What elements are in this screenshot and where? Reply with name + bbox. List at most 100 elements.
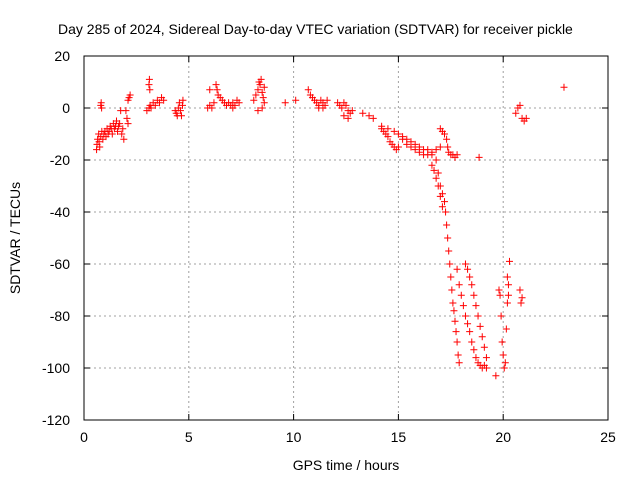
data-point xyxy=(114,127,122,135)
data-point xyxy=(449,299,457,307)
data-point xyxy=(432,156,440,164)
data-point xyxy=(430,166,438,174)
data-point xyxy=(378,122,386,130)
data-point xyxy=(432,174,440,182)
data-point xyxy=(470,291,478,299)
data-point xyxy=(451,317,459,325)
data-point xyxy=(415,148,423,156)
data-point xyxy=(384,125,392,133)
data-point xyxy=(468,338,476,346)
data-point xyxy=(281,99,289,107)
data-points xyxy=(93,75,568,380)
data-point xyxy=(145,75,153,83)
data-point xyxy=(229,104,237,112)
data-point xyxy=(210,99,218,107)
data-point xyxy=(560,83,568,91)
y-tick-label: -60 xyxy=(50,256,70,272)
data-point xyxy=(365,112,373,120)
data-point xyxy=(208,104,216,112)
data-point xyxy=(457,291,465,299)
data-point xyxy=(482,354,490,362)
data-point xyxy=(464,265,472,273)
data-point xyxy=(323,96,331,104)
data-point xyxy=(434,182,442,190)
data-point xyxy=(254,86,262,94)
data-point xyxy=(177,112,185,120)
data-point xyxy=(436,192,444,200)
data-point xyxy=(476,322,484,330)
data-point xyxy=(516,101,524,109)
data-point xyxy=(344,114,352,122)
data-point xyxy=(472,354,480,362)
data-point xyxy=(450,307,458,315)
data-point xyxy=(348,107,356,115)
data-point xyxy=(503,273,511,281)
data-point xyxy=(438,203,446,211)
data-point xyxy=(340,112,348,120)
data-point xyxy=(497,312,505,320)
data-point xyxy=(501,359,509,367)
data-point xyxy=(444,234,452,242)
data-point xyxy=(498,338,506,346)
y-tick-label: 20 xyxy=(54,48,70,64)
x-tick-label: 20 xyxy=(495,429,511,445)
data-point xyxy=(502,325,510,333)
data-point xyxy=(453,151,461,159)
data-point xyxy=(444,143,452,151)
data-point xyxy=(119,125,127,133)
data-point xyxy=(428,151,436,159)
data-point xyxy=(260,83,268,91)
data-point xyxy=(472,302,480,310)
data-point xyxy=(445,247,453,255)
data-point xyxy=(424,146,432,154)
data-point xyxy=(256,81,264,89)
data-point xyxy=(480,343,488,351)
data-point xyxy=(495,286,503,294)
data-point xyxy=(441,198,449,206)
data-point xyxy=(403,140,411,148)
data-point xyxy=(504,291,512,299)
data-point xyxy=(179,96,187,104)
data-point xyxy=(250,96,258,104)
data-point xyxy=(390,127,398,135)
y-tick-label: -120 xyxy=(42,412,70,428)
data-point xyxy=(516,286,524,294)
data-point xyxy=(455,281,463,289)
data-point xyxy=(252,91,260,99)
data-point xyxy=(176,107,184,115)
data-point xyxy=(443,221,451,229)
data-point xyxy=(470,346,478,354)
data-point xyxy=(464,320,472,328)
data-point xyxy=(482,364,490,372)
data-point xyxy=(434,169,442,177)
data-point xyxy=(517,299,525,307)
x-tick-label: 5 xyxy=(185,429,193,445)
data-point xyxy=(459,302,467,310)
data-point xyxy=(160,96,168,104)
y-tick-label: -40 xyxy=(50,204,70,220)
data-point xyxy=(492,372,500,380)
data-point xyxy=(120,135,128,143)
data-point xyxy=(118,130,126,138)
data-point xyxy=(122,107,130,115)
data-point xyxy=(461,312,469,320)
data-point xyxy=(359,109,367,117)
x-tick-label: 10 xyxy=(286,429,302,445)
y-tick-label: -80 xyxy=(50,308,70,324)
data-point xyxy=(453,338,461,346)
data-point xyxy=(518,294,526,302)
data-point xyxy=(432,146,440,154)
data-point xyxy=(499,351,507,359)
data-point xyxy=(441,130,449,138)
data-point xyxy=(512,109,520,117)
x-tick-label: 15 xyxy=(391,429,407,445)
data-point xyxy=(428,161,436,169)
data-point xyxy=(254,107,262,115)
data-point xyxy=(116,120,124,128)
x-tick-label: 0 xyxy=(80,429,88,445)
x-axis-label: GPS time / hours xyxy=(293,457,400,473)
data-point xyxy=(258,88,266,96)
axis-ticks xyxy=(83,55,609,421)
data-point xyxy=(399,135,407,143)
y-tick-label: -20 xyxy=(50,152,70,168)
